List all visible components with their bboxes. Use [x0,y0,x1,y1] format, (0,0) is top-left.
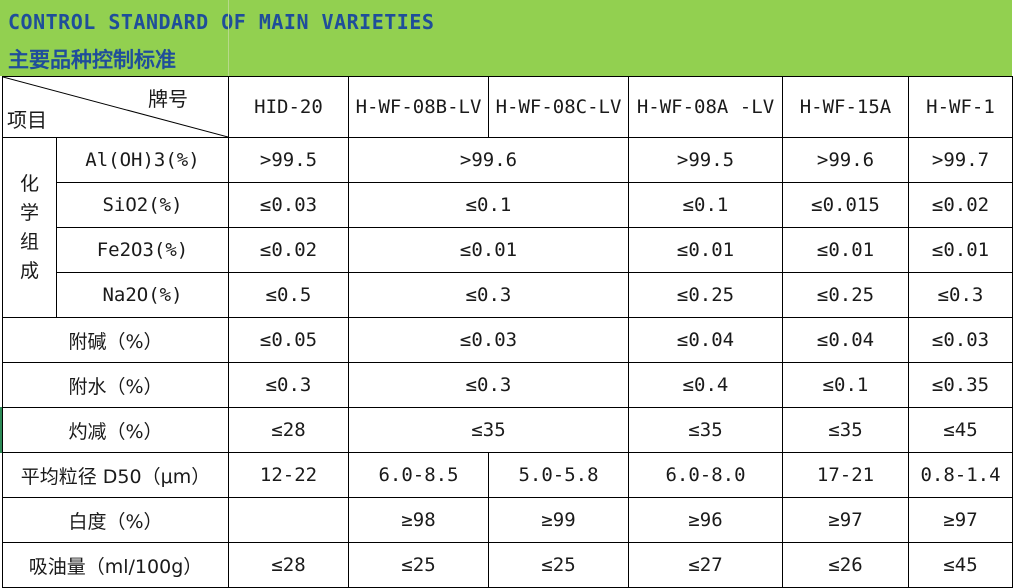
group-char: 组 [19,230,39,253]
column-header-hid-20[interactable]: HID-20 [228,76,349,138]
table-cell[interactable]: >99.5 [628,137,783,183]
table-cell[interactable]: ≤0.1 [628,182,783,228]
table-cell[interactable]: >99.5 [228,137,349,183]
group-char: 学 [19,201,39,224]
table-row: Fe2O3(%) ≤0.02 ≤0.01 ≤0.01 ≤0.01 ≤0.01 [3,227,1013,273]
row-label[interactable]: 灼减（%） [2,407,229,453]
header-row: 牌号 项目 HID-20 H-WF-08B-LV H-WF-08C-LV H-W… [2,76,1013,138]
selected-cell-marker [0,407,2,453]
table-cell[interactable]: ≤0.4 [628,362,783,408]
table-row: 灼减（%） ≤28 ≤35 ≤35 ≤35 ≤45 [2,407,1013,453]
table-cell[interactable]: ≤0.03 [348,317,629,363]
table-cell[interactable]: ≥97 [782,497,909,543]
table-row: 附水（%） ≤0.3 ≤0.3 ≤0.4 ≤0.1 ≤0.35 [2,362,1013,408]
table-cell[interactable]: 5.0-5.8 [488,452,629,498]
item-label: 项目 [7,108,47,132]
title-english: CONTROL STANDARD OF MAIN VARIETIES [8,10,435,34]
table-cell[interactable]: ≤0.25 [628,272,783,318]
table-cell[interactable]: 0.8-1.4 [908,452,1013,498]
table-cell[interactable]: ≥98 [348,497,489,543]
table-cell[interactable]: ≤35 [782,407,909,453]
group-char: 化 [19,172,39,195]
table-cell[interactable]: 6.0-8.0 [628,452,783,498]
table-row: 吸油量（ml/100g） ≤28 ≤25 ≤25 ≤27 ≤26 ≤45 [2,542,1013,588]
title-chinese: 主要品种控制标准 [8,48,176,72]
row-label[interactable]: 吸油量（ml/100g） [2,542,229,588]
table-cell[interactable]: >99.6 [782,137,909,183]
band-separator [228,0,229,76]
row-label[interactable]: Al(OH)3(%) [56,137,229,183]
table-cell[interactable]: ≤0.35 [908,362,1013,408]
table-cell[interactable]: ≤0.3 [908,272,1013,318]
table-cell[interactable]: ≤0.04 [782,317,909,363]
row-label[interactable]: 附碱（%） [2,317,229,363]
table-cell[interactable]: 12-22 [228,452,349,498]
table-cell[interactable]: ≤0.02 [228,227,349,273]
table-cell[interactable]: ≤35 [348,407,629,453]
table-cell[interactable]: ≤0.1 [348,182,629,228]
table-cell[interactable]: ≤0.01 [348,227,629,273]
diagonal-divider [3,77,228,137]
row-label[interactable]: Fe2O3(%) [56,227,229,273]
table-cell[interactable]: ≤45 [908,407,1013,453]
column-header-h-wf-1[interactable]: H-WF-1 [908,76,1013,138]
table-cell[interactable]: >99.7 [908,137,1013,183]
table-cell[interactable]: ≤0.1 [782,362,909,408]
table-cell[interactable]: ≤0.03 [228,182,349,228]
table-cell[interactable]: ≤25 [348,542,489,588]
table-cell[interactable]: ≤0.3 [348,272,629,318]
row-label[interactable]: 附水（%） [2,362,229,408]
table-cell[interactable]: ≤0.25 [782,272,909,318]
table-cell[interactable]: ≤28 [228,542,349,588]
table-cell[interactable]: ≤0.04 [628,317,783,363]
table-row: SiO2(%) ≤0.03 ≤0.1 ≤0.1 ≤0.015 ≤0.02 [3,182,1013,228]
table-cell[interactable] [228,497,349,543]
row-label[interactable]: 白度（%） [2,497,229,543]
table-cell[interactable]: ≤0.01 [782,227,909,273]
table-cell[interactable]: ≥96 [628,497,783,543]
table-cell[interactable]: ≤0.01 [628,227,783,273]
table-cell[interactable]: ≤27 [628,542,783,588]
table-cell[interactable]: ≤26 [782,542,909,588]
table-cell[interactable]: ≤0.3 [228,362,349,408]
table-cell[interactable]: ≤28 [228,407,349,453]
title-band: CONTROL STANDARD OF MAIN VARIETIES 主要品种控… [0,0,1012,76]
table-cell[interactable]: ≥99 [488,497,629,543]
group-char: 成 [19,259,39,282]
table-row: 附碱（%） ≤0.05 ≤0.03 ≤0.04 ≤0.04 ≤0.03 [2,317,1013,363]
table-row: 平均粒径 D50（μm） 12-22 6.0-8.5 5.0-5.8 6.0-8… [2,452,1013,498]
table-cell[interactable]: ≤25 [488,542,629,588]
column-header-h-wf-15a[interactable]: H-WF-15A [782,76,909,138]
table-cell[interactable]: ≤0.01 [908,227,1013,273]
row-label[interactable]: Na2O(%) [56,272,229,318]
column-header-h-wf-08c-lv[interactable]: H-WF-08C-LV [488,76,629,138]
column-header-h-wf-08a-lv[interactable]: H-WF-08A -LV [628,76,783,138]
table-cell[interactable]: 6.0-8.5 [348,452,489,498]
table-row: 化 学 组 成 Al(OH)3(%) >99.5 >99.6 >99.5 >99… [2,137,1013,318]
standards-table: 牌号 项目 HID-20 H-WF-08B-LV H-WF-08C-LV H-W… [2,76,1013,588]
table-cell[interactable]: ≥97 [908,497,1013,543]
table-row: Na2O(%) ≤0.5 ≤0.3 ≤0.25 ≤0.25 ≤0.3 [3,272,1013,318]
table-cell[interactable]: 17-21 [782,452,909,498]
table-cell[interactable]: ≤45 [908,542,1013,588]
table-cell[interactable]: ≤0.5 [228,272,349,318]
table-cell[interactable]: ≤0.03 [908,317,1013,363]
row-label[interactable]: SiO2(%) [56,182,229,228]
table-row: 白度（%） ≥98 ≥99 ≥96 ≥97 ≥97 [2,497,1013,543]
table-cell[interactable]: >99.6 [348,137,629,183]
table-cell[interactable]: ≤0.3 [348,362,629,408]
table-cell[interactable]: ≤0.015 [782,182,909,228]
brand-label: 牌号 [148,87,188,111]
table-cell[interactable]: ≤0.05 [228,317,349,363]
row-label[interactable]: 平均粒径 D50（μm） [2,452,229,498]
chemical-composition-group-label[interactable]: 化 学 组 成 [2,137,57,318]
column-header-h-wf-08b-lv[interactable]: H-WF-08B-LV [348,76,489,138]
table-cell[interactable]: ≤0.02 [908,182,1013,228]
header-corner-cell[interactable]: 牌号 项目 [2,76,229,138]
table-cell[interactable]: ≤35 [628,407,783,453]
